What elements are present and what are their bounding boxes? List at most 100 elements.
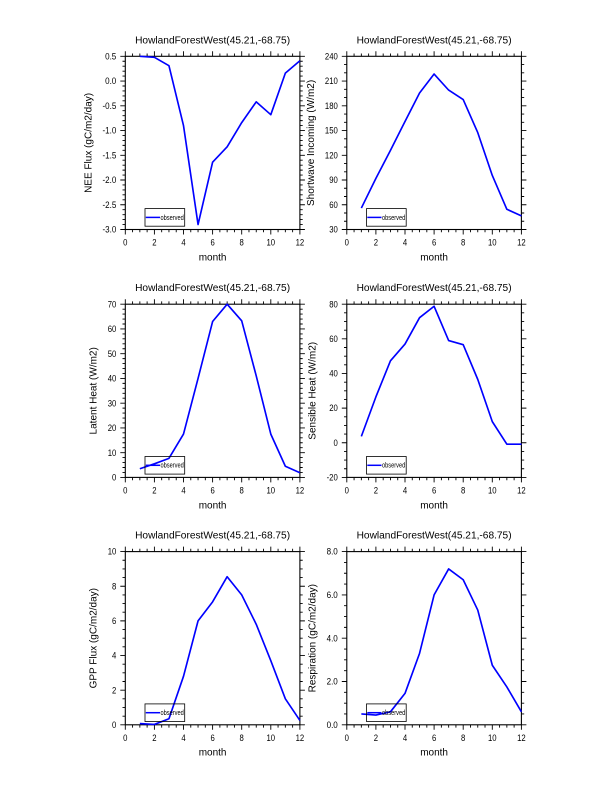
svg-text:HowlandForestWest(45.21,-68.75: HowlandForestWest(45.21,-68.75): [357, 531, 512, 542]
svg-text:0: 0: [345, 238, 349, 248]
svg-text:60: 60: [329, 200, 338, 210]
svg-text:10: 10: [267, 733, 276, 743]
svg-text:10: 10: [267, 486, 276, 496]
svg-text:8: 8: [461, 733, 465, 743]
svg-text:10: 10: [108, 448, 117, 458]
svg-text:6: 6: [210, 486, 214, 496]
svg-text:observed: observed: [382, 463, 405, 470]
svg-text:4: 4: [181, 486, 185, 496]
svg-text:month: month: [420, 252, 448, 263]
svg-text:HowlandForestWest(45.21,-68.75: HowlandForestWest(45.21,-68.75): [135, 283, 290, 294]
svg-text:10: 10: [267, 238, 276, 248]
svg-text:Sensible Heat (W/m2): Sensible Heat (W/m2): [308, 342, 319, 440]
svg-text:8: 8: [240, 733, 244, 743]
svg-text:20: 20: [108, 423, 117, 433]
svg-text:6: 6: [432, 238, 436, 248]
svg-text:observed: observed: [382, 710, 405, 717]
svg-text:4: 4: [403, 486, 407, 496]
svg-text:0: 0: [345, 733, 349, 743]
svg-text:6: 6: [210, 733, 214, 743]
svg-text:-1.0: -1.0: [103, 126, 117, 136]
svg-text:6: 6: [432, 733, 436, 743]
svg-text:8: 8: [112, 581, 116, 591]
svg-text:4: 4: [112, 651, 116, 661]
svg-text:0: 0: [112, 473, 116, 483]
svg-text:8: 8: [240, 238, 244, 248]
svg-text:2: 2: [152, 486, 156, 496]
svg-text:2: 2: [374, 238, 378, 248]
svg-text:8: 8: [461, 486, 465, 496]
svg-text:10: 10: [488, 733, 497, 743]
svg-text:8.0: 8.0: [327, 547, 338, 557]
svg-text:observed: observed: [161, 463, 184, 470]
svg-text:Respiration (gC/m2/day): Respiration (gC/m2/day): [308, 584, 319, 692]
svg-text:4: 4: [181, 733, 185, 743]
svg-text:2: 2: [112, 685, 116, 695]
svg-text:Latent Heat (W/m2): Latent Heat (W/m2): [89, 347, 100, 434]
svg-text:HowlandForestWest(45.21,-68.75: HowlandForestWest(45.21,-68.75): [135, 35, 290, 46]
svg-text:month: month: [420, 748, 448, 759]
svg-text:120: 120: [325, 150, 338, 160]
svg-text:-1.5: -1.5: [103, 150, 117, 160]
svg-text:-3.0: -3.0: [103, 225, 117, 235]
svg-text:observed: observed: [161, 710, 184, 717]
svg-text:10: 10: [108, 547, 117, 557]
svg-text:Shortwave Incoming (W/m2): Shortwave Incoming (W/m2): [306, 80, 317, 206]
svg-text:HowlandForestWest(45.21,-68.75: HowlandForestWest(45.21,-68.75): [357, 283, 512, 294]
svg-text:0: 0: [123, 486, 127, 496]
svg-text:0: 0: [334, 438, 338, 448]
svg-text:0: 0: [123, 733, 127, 743]
svg-text:0.5: 0.5: [105, 51, 116, 61]
svg-text:GPP Flux (gC/m2/day): GPP Flux (gC/m2/day): [89, 588, 100, 688]
svg-text:70: 70: [108, 299, 117, 309]
svg-text:30: 30: [108, 398, 117, 408]
svg-text:12: 12: [517, 486, 526, 496]
svg-text:observed: observed: [382, 215, 405, 222]
svg-text:-2.0: -2.0: [103, 175, 117, 185]
svg-text:HowlandForestWest(45.21,-68.75: HowlandForestWest(45.21,-68.75): [357, 35, 512, 46]
svg-text:HowlandForestWest(45.21,-68.75: HowlandForestWest(45.21,-68.75): [135, 531, 290, 542]
svg-text:20: 20: [329, 403, 338, 413]
svg-text:90: 90: [329, 175, 338, 185]
svg-text:150: 150: [325, 126, 338, 136]
svg-text:2: 2: [152, 238, 156, 248]
svg-text:-0.5: -0.5: [103, 101, 117, 111]
svg-text:80: 80: [329, 299, 338, 309]
svg-text:2: 2: [152, 733, 156, 743]
svg-text:240: 240: [325, 51, 338, 61]
svg-text:12: 12: [296, 486, 305, 496]
svg-text:0.0: 0.0: [105, 76, 116, 86]
svg-text:-2.5: -2.5: [103, 200, 117, 210]
svg-text:6: 6: [210, 238, 214, 248]
svg-text:6: 6: [432, 486, 436, 496]
svg-text:2: 2: [374, 486, 378, 496]
svg-text:30: 30: [329, 225, 338, 235]
svg-text:month: month: [199, 748, 227, 759]
svg-text:-20: -20: [327, 473, 338, 483]
svg-text:210: 210: [325, 76, 338, 86]
svg-text:12: 12: [296, 238, 305, 248]
svg-text:0: 0: [345, 486, 349, 496]
svg-text:0.0: 0.0: [327, 720, 338, 730]
svg-text:40: 40: [329, 369, 338, 379]
svg-text:10: 10: [488, 486, 497, 496]
svg-text:60: 60: [329, 334, 338, 344]
svg-text:month: month: [199, 500, 227, 511]
svg-text:12: 12: [296, 733, 305, 743]
svg-text:4: 4: [403, 238, 407, 248]
svg-text:50: 50: [108, 349, 117, 359]
svg-text:8: 8: [461, 238, 465, 248]
svg-text:12: 12: [517, 238, 526, 248]
svg-text:12: 12: [517, 733, 526, 743]
svg-text:NEE Flux (gC/m2/day): NEE Flux (gC/m2/day): [84, 93, 95, 193]
svg-text:4: 4: [181, 238, 185, 248]
svg-text:40: 40: [108, 374, 117, 384]
svg-text:10: 10: [488, 238, 497, 248]
svg-text:180: 180: [325, 101, 338, 111]
svg-text:8: 8: [240, 486, 244, 496]
svg-text:2.0: 2.0: [327, 677, 338, 687]
svg-text:6.0: 6.0: [327, 590, 338, 600]
svg-text:4: 4: [403, 733, 407, 743]
svg-text:month: month: [199, 252, 227, 263]
svg-text:0: 0: [123, 238, 127, 248]
